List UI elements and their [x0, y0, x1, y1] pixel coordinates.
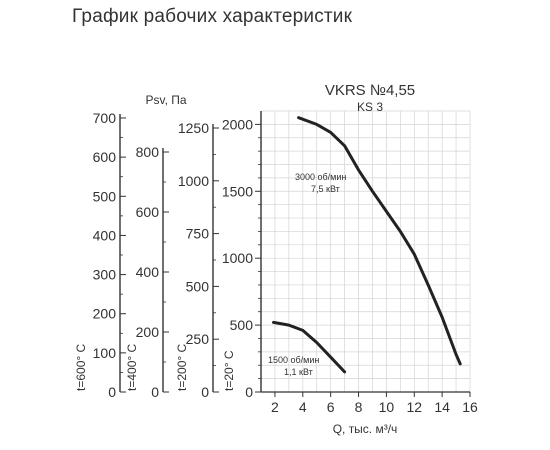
- temp-scale-tick-label: 600: [136, 204, 160, 220]
- y-axis-label: Psv, Па: [145, 93, 186, 107]
- x-tick-label: 14: [434, 399, 450, 415]
- series-label: 3000 об/мин: [295, 172, 346, 182]
- series-label: 1,1 кВт: [284, 367, 313, 377]
- y-tick-label: 1500: [222, 183, 253, 199]
- temp-scale-label: t=600° C: [74, 344, 88, 391]
- chart-subtitle: KS 3: [357, 100, 383, 114]
- temp-scale-tick-label: 500: [186, 278, 210, 294]
- temp-scale-tick-label: 1000: [178, 173, 209, 189]
- y-tick-label: 500: [230, 317, 254, 333]
- x-tick-label: 2: [271, 399, 279, 415]
- x-tick-label: 10: [379, 399, 395, 415]
- x-tick-label: 4: [299, 399, 307, 415]
- plot-frame: [255, 111, 471, 397]
- temp-scale-label: t=20° C: [222, 350, 236, 391]
- temp-scale-tick-label: 200: [93, 306, 117, 322]
- temp-scale-tick-label: 400: [93, 227, 117, 243]
- chart-title: VKRS №4,55: [325, 82, 415, 99]
- x-tick-label: 6: [327, 399, 335, 415]
- temp-scale-tick-label: 500: [93, 188, 117, 204]
- temp-scale-tick-label: 700: [93, 110, 117, 126]
- temp-scale-tick-label: 250: [186, 331, 210, 347]
- series-line: [297, 116, 462, 366]
- temp-scale-tick-label: 100: [93, 345, 117, 361]
- temp-scale-tick-label: 600: [93, 149, 117, 165]
- temp-scale-label: t=400° C: [125, 344, 139, 391]
- temp-scale-tick-label: 0: [108, 384, 116, 400]
- x-tick-label: 12: [406, 399, 422, 415]
- y-tick-label: 1000: [222, 250, 253, 266]
- y-tick-label: 0: [245, 384, 253, 400]
- grid: [261, 110, 471, 393]
- temp-scale-tick-label: 200: [136, 324, 160, 340]
- series-line: [272, 320, 347, 374]
- temp-scale-tick-label: 1250: [178, 120, 209, 136]
- temp-scale-tick-label: 750: [186, 226, 210, 242]
- temp-scale-tick-label: 800: [136, 144, 160, 160]
- x-tick-label: 16: [462, 399, 478, 415]
- x-tick-label: 8: [355, 399, 363, 415]
- series-label: 7,5 кВт: [311, 184, 340, 194]
- page-title: График рабочих характеристик: [72, 6, 353, 27]
- temperature-scales: 0 100 200 300 400 500 600 700 0 200 400 600 800 0 250 5…: [93, 110, 219, 400]
- y-tick-label: 2000: [222, 116, 253, 132]
- temp-scale-tick-label: 0: [151, 384, 159, 400]
- temp-scale-label: t=200° C: [175, 344, 189, 391]
- temp-scale-tick-label: 300: [93, 267, 117, 283]
- series-lines: [272, 116, 462, 374]
- x-axis-label: Q, тыс. м³/ч: [333, 422, 398, 436]
- temp-scale-tick-label: 400: [136, 264, 160, 280]
- series-label: 1500 об/мин: [268, 355, 319, 365]
- temp-scale-tick-label: 0: [201, 384, 209, 400]
